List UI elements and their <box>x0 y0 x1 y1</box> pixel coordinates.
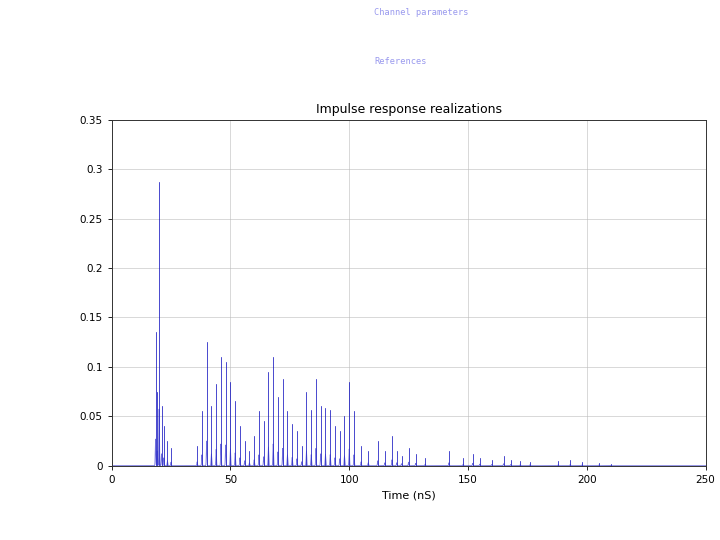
Title: Impulse response realizations: Impulse response realizations <box>315 103 502 116</box>
Text: Overview of the Considered Environment: Overview of the Considered Environment <box>150 43 349 52</box>
Text: Introduction: Introduction <box>287 25 349 34</box>
Text: Ultra Wideband: Ultra Wideband <box>264 517 346 528</box>
Text: Residential LOS Channel Response: Residential LOS Channel Response <box>11 79 500 103</box>
X-axis label: Time (nS): Time (nS) <box>382 490 436 500</box>
Text: Channel Model and Simulation: Channel Model and Simulation <box>374 517 539 528</box>
Text: Outlines: Outlines <box>307 8 349 17</box>
Text: References: References <box>374 57 427 66</box>
Text: 10/22: 10/22 <box>676 517 706 528</box>
Text: Channel parameters: Channel parameters <box>374 9 469 17</box>
Text: Parameterization and channel impulse: Parameterization and channel impulse <box>374 24 568 33</box>
Text: Generic Channel Model: Generic Channel Model <box>239 60 349 69</box>
Text: response: response <box>374 43 418 52</box>
